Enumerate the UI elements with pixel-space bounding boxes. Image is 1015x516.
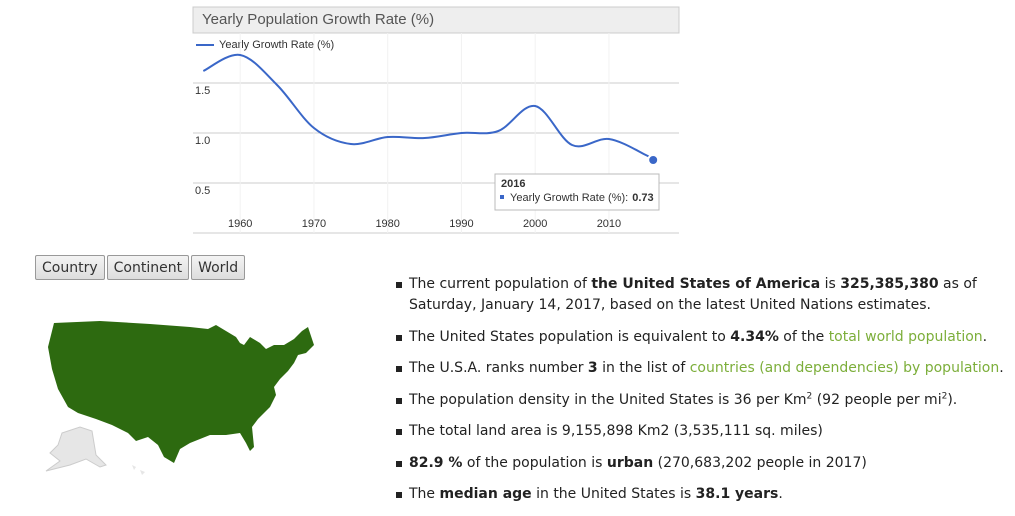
text: of the population is (462, 454, 607, 471)
text: The United States population is equivale… (409, 328, 731, 345)
bold-text: 3 (587, 360, 598, 376)
scope-button[interactable]: Continent (106, 255, 190, 280)
text: The population density in the United Sta… (409, 391, 807, 408)
alaska (45, 426, 107, 472)
scope-button[interactable]: Country (35, 255, 105, 280)
chart-title: Yearly Population Growth Rate (%) (202, 11, 434, 28)
bold-text: 4.34% (730, 328, 779, 345)
hawaii (132, 465, 148, 475)
tooltip-title: 2016 (501, 178, 525, 190)
bold-text: the United States of America (591, 276, 821, 292)
link[interactable]: total world population (828, 328, 983, 345)
fact: The United States population is equivale… (395, 327, 1005, 348)
text: . (999, 360, 1004, 376)
fact: 82.9 % of the population is urban (270,6… (395, 453, 1005, 474)
x-tick-label: 2010 (597, 218, 621, 230)
superscript: 2 (806, 390, 813, 401)
tooltip-box (494, 173, 660, 211)
tooltip-text: Yearly Growth Rate (%): 0.73 (510, 192, 654, 204)
tooltip-value: 0.73 (632, 192, 653, 204)
contiguous-us (48, 321, 314, 463)
bold-text: 325,385,380 (840, 276, 939, 292)
x-tick-label: 2000 (523, 218, 547, 230)
text: in the list of (597, 360, 690, 376)
superscript: 2 (941, 390, 948, 401)
bold-text: 38.1 years (695, 486, 779, 502)
legend: Yearly Growth Rate (%) (196, 39, 334, 51)
tooltip: 2016 Yearly Growth Rate (%): 0.73 (494, 173, 660, 211)
x-tick-label: 1990 (449, 218, 473, 230)
fact: The total land area is 9,155,898 Km2 (3,… (395, 421, 1005, 442)
link[interactable]: countries (and dependencies) by populati… (689, 360, 1000, 376)
text: as of Saturday, January 14, 2017, based … (409, 276, 977, 313)
fact: The median age in the United States is 3… (395, 484, 1005, 505)
text: in the United States is (531, 486, 696, 502)
fact: The current population of the United Sta… (395, 274, 1005, 316)
fact-list: The current population of the United Sta… (395, 274, 1005, 516)
text: The (409, 486, 440, 502)
y-tick-label: 1.0 (195, 135, 210, 147)
tooltip-bullet (500, 195, 504, 199)
bold-text: median age (439, 486, 532, 502)
text: ). (947, 391, 958, 408)
title-box (192, 6, 680, 34)
text: The current population of (409, 276, 592, 292)
bold-text: urban (606, 454, 654, 471)
x-tick-label: 1980 (375, 218, 399, 230)
text: is (820, 276, 841, 292)
x-tick-label: 1970 (302, 218, 326, 230)
fact: The U.S.A. ranks number 3 in the list of… (395, 358, 1005, 379)
scope-button[interactable]: World (191, 255, 246, 280)
text: The U.S.A. ranks number (409, 360, 588, 376)
text: of the (778, 328, 829, 345)
y-tick-label: 1.5 (195, 85, 210, 97)
scope-buttons: Country Continent World (35, 255, 246, 280)
y-tick-label: 0.5 (195, 185, 210, 197)
text: . (778, 486, 783, 502)
legend-label: Yearly Growth Rate (%) (219, 39, 334, 51)
text: (92 people per mi (812, 391, 942, 408)
x-tick-label: 1960 (228, 218, 252, 230)
text: (270,683,202 people in 2017) (653, 454, 867, 471)
map (45, 321, 314, 475)
tooltip-label: Yearly Growth Rate (%): (510, 192, 628, 204)
text: . (982, 328, 988, 345)
series-line (202, 53, 654, 161)
chart: Yearly Population Growth Rate (%) Yearly… (192, 6, 680, 234)
hover-marker (647, 154, 660, 166)
fact: The population density in the United Sta… (395, 390, 1005, 411)
text: The total land area is 9,155,898 Km2 (3,… (409, 423, 823, 439)
bold-text: 82.9 % (409, 454, 463, 471)
